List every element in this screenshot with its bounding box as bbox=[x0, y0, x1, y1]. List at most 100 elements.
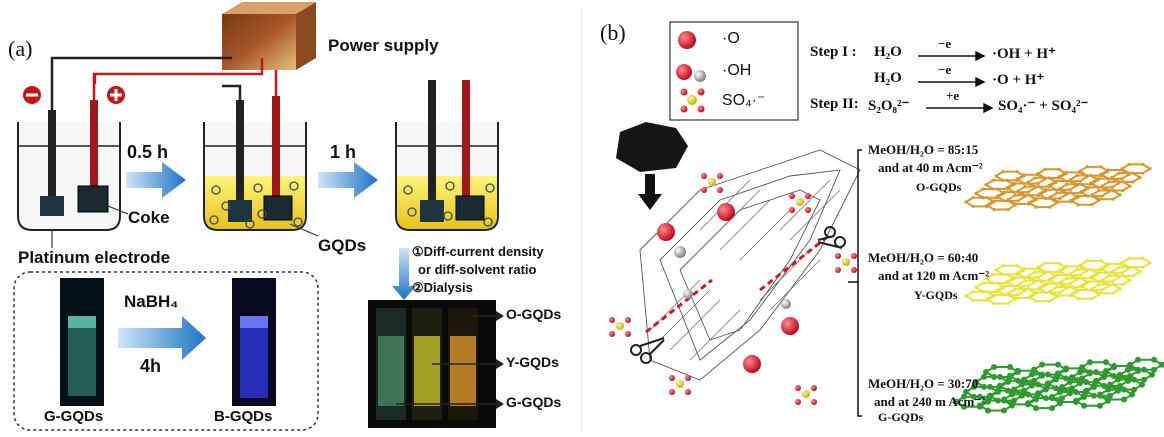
lattice-atom bbox=[1097, 197, 1101, 201]
lattice-atom bbox=[974, 191, 978, 195]
lattice-atom bbox=[1065, 182, 1069, 186]
lattice-atom bbox=[995, 194, 999, 199]
lattice-atom bbox=[1141, 162, 1145, 167]
lattice-atom bbox=[1006, 301, 1010, 306]
b-gqds-cuvette-label: B-GQDs bbox=[214, 408, 273, 425]
step-i-label: Step I : bbox=[810, 44, 857, 60]
lattice-atom bbox=[1121, 274, 1125, 278]
lattice-atom bbox=[1015, 177, 1019, 181]
lattice-ring bbox=[1090, 283, 1122, 295]
lattice-atom bbox=[1033, 279, 1037, 283]
lattice-atom bbox=[1103, 359, 1109, 366]
lattice-atom bbox=[974, 285, 978, 289]
lattice-atom bbox=[1111, 197, 1115, 201]
lattice-atom bbox=[1106, 168, 1110, 172]
lattice-atom bbox=[1120, 177, 1124, 181]
lattice-atom bbox=[1141, 376, 1147, 383]
lattice-atom bbox=[1121, 282, 1125, 287]
lattice-atom bbox=[1063, 365, 1069, 372]
vial-label-o: O-GQDs bbox=[506, 306, 562, 322]
lattice-atom bbox=[992, 293, 996, 297]
condition-3-product: G-GQDs bbox=[878, 410, 924, 424]
vial-label-y: Y-GQDs bbox=[506, 354, 559, 370]
arrow-1h-label: 1 h bbox=[330, 142, 357, 162]
lattice-atom bbox=[1111, 372, 1117, 379]
lattice-atom bbox=[971, 290, 975, 294]
lattice-atom bbox=[1106, 262, 1110, 266]
lattice-atom bbox=[1075, 267, 1079, 272]
lattice-atom bbox=[1073, 397, 1079, 404]
step-ii-right: SO₄·⁻ + SO₄²⁻ bbox=[998, 98, 1089, 114]
lattice-atom bbox=[1022, 181, 1026, 186]
lattice-ring bbox=[1100, 274, 1132, 286]
lattice-atom bbox=[961, 403, 967, 410]
lattice-atom bbox=[1083, 379, 1089, 386]
lattice-atom bbox=[1064, 264, 1068, 268]
g-gqds-cuvette-label: G-GQDs bbox=[44, 408, 104, 425]
lattice-atom bbox=[1099, 259, 1103, 263]
lattice-atom bbox=[1083, 387, 1089, 394]
lattice-atom bbox=[1067, 379, 1073, 386]
cut-line-1 bbox=[645, 278, 713, 334]
lattice-atom bbox=[1115, 386, 1121, 393]
lattice-atom bbox=[992, 207, 996, 212]
lattice-atom bbox=[1125, 376, 1131, 383]
lattice-atom bbox=[1128, 184, 1132, 188]
lattice-atom bbox=[1007, 364, 1013, 371]
lattice-atom bbox=[1013, 296, 1017, 300]
lattice-atom bbox=[997, 382, 1003, 389]
lattice-ring bbox=[994, 170, 1026, 182]
lattice-atom bbox=[1131, 386, 1137, 393]
lattice-ring bbox=[1016, 279, 1048, 291]
lattice-ring bbox=[1036, 168, 1068, 179]
coke-label: Coke bbox=[128, 208, 170, 227]
lattice-atom bbox=[1064, 273, 1068, 277]
step2-label: ②Dialysis bbox=[412, 280, 473, 295]
lattice-atom bbox=[981, 281, 985, 285]
lattice-atom bbox=[1067, 389, 1073, 396]
lattice-atom bbox=[1131, 376, 1137, 383]
lattice-atom bbox=[1151, 366, 1157, 373]
lattice-atom bbox=[1013, 202, 1017, 206]
lattice-atom bbox=[1097, 282, 1101, 287]
lattice-atom bbox=[1069, 292, 1073, 296]
lattice-atom bbox=[1135, 366, 1141, 373]
lattice-atom bbox=[985, 407, 991, 414]
lattice-atom bbox=[1100, 278, 1104, 282]
lattice-ring bbox=[1078, 259, 1110, 271]
radical-particles bbox=[657, 203, 799, 373]
lattice-atom bbox=[1100, 288, 1104, 292]
lattice-atom bbox=[997, 373, 1003, 380]
lattice-atom bbox=[1035, 381, 1041, 388]
lattice-atom bbox=[984, 183, 988, 187]
lattice-atom bbox=[1001, 178, 1005, 182]
lattice-atom bbox=[1127, 265, 1131, 269]
step-i-line2-right: ·O + H⁺ bbox=[992, 72, 1045, 88]
lattice-atom bbox=[995, 288, 999, 293]
lattice-atom bbox=[1058, 186, 1062, 191]
lattice-ring bbox=[1068, 268, 1100, 280]
lattice-atom bbox=[1077, 379, 1083, 386]
lattice-atom bbox=[1025, 400, 1031, 407]
lattice-atom bbox=[1043, 395, 1049, 402]
lattice-atom bbox=[1044, 196, 1048, 201]
power-supply-box bbox=[222, 2, 316, 70]
lattice-atom bbox=[1016, 189, 1020, 193]
lattice-atom bbox=[1012, 181, 1016, 186]
lattice-atom bbox=[1033, 395, 1039, 402]
lattice-atom bbox=[1105, 386, 1111, 393]
lattice-atom bbox=[1039, 371, 1045, 378]
lattice-ring bbox=[994, 264, 1026, 276]
lattice-atom bbox=[1027, 193, 1031, 197]
lattice-atom bbox=[1048, 289, 1052, 293]
lattice-atom bbox=[1141, 265, 1145, 269]
lattice-atom bbox=[1026, 284, 1030, 288]
step1-label: ①Diff-current density bbox=[412, 244, 544, 259]
lattice-ring bbox=[984, 179, 1016, 191]
lattice-atom bbox=[1029, 381, 1035, 388]
lattice-ring bbox=[964, 290, 996, 302]
lattice-atom bbox=[1001, 264, 1005, 268]
lattice-atom bbox=[1107, 274, 1111, 278]
lattice-atom bbox=[1023, 184, 1027, 189]
lattice-atom bbox=[953, 398, 959, 405]
